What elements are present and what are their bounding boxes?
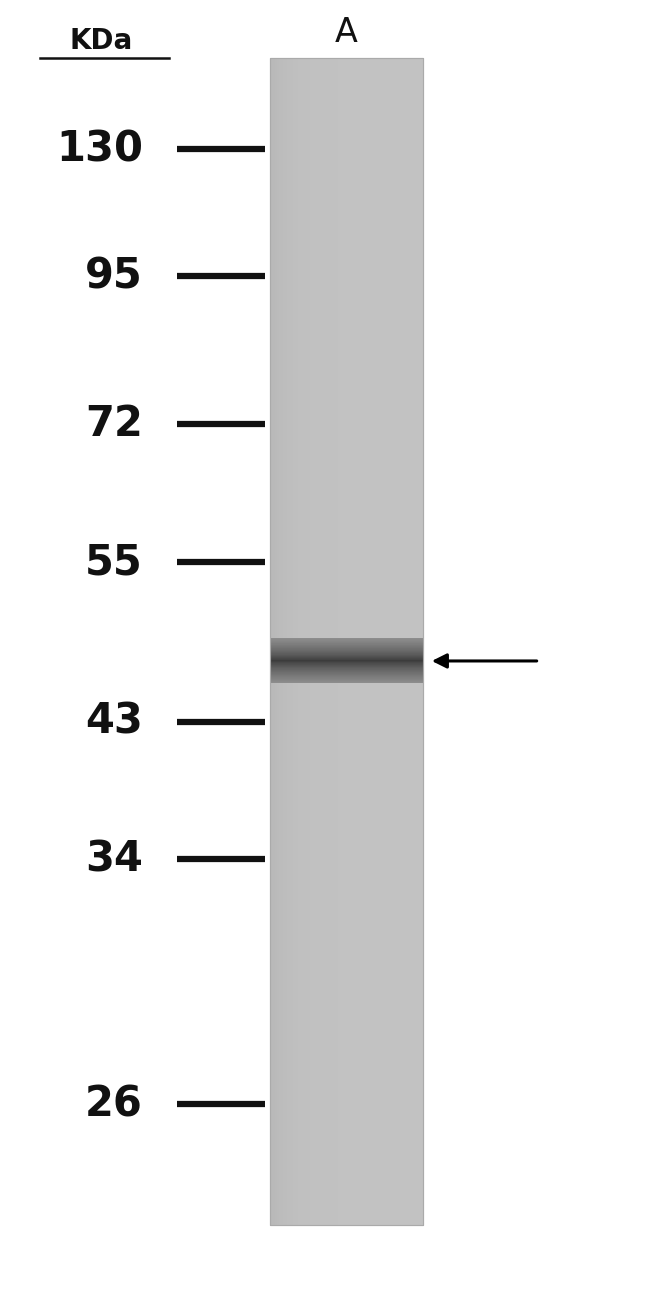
- Bar: [335, 58, 337, 1225]
- Bar: [339, 58, 341, 1225]
- Text: 34: 34: [85, 839, 143, 880]
- Bar: [417, 58, 419, 1225]
- Bar: [291, 58, 292, 1225]
- Bar: [356, 58, 358, 1225]
- Bar: [396, 58, 398, 1225]
- Bar: [419, 58, 421, 1225]
- Text: 95: 95: [85, 255, 143, 297]
- Bar: [298, 58, 300, 1225]
- Bar: [386, 58, 388, 1225]
- Bar: [346, 58, 348, 1225]
- Bar: [292, 58, 294, 1225]
- Bar: [377, 58, 378, 1225]
- Bar: [367, 58, 369, 1225]
- Bar: [382, 58, 384, 1225]
- Bar: [348, 58, 350, 1225]
- Text: 55: 55: [85, 542, 143, 583]
- Bar: [341, 58, 343, 1225]
- Bar: [344, 58, 346, 1225]
- Bar: [392, 58, 394, 1225]
- Bar: [276, 58, 278, 1225]
- Bar: [415, 58, 417, 1225]
- Bar: [378, 58, 380, 1225]
- Bar: [375, 58, 377, 1225]
- Bar: [380, 58, 382, 1225]
- Bar: [361, 58, 363, 1225]
- Bar: [294, 58, 296, 1225]
- Bar: [270, 58, 422, 1225]
- Bar: [352, 58, 354, 1225]
- Bar: [274, 58, 276, 1225]
- Bar: [343, 58, 344, 1225]
- Bar: [304, 58, 306, 1225]
- Bar: [350, 58, 352, 1225]
- Bar: [409, 58, 411, 1225]
- Bar: [333, 58, 335, 1225]
- Bar: [406, 58, 407, 1225]
- Bar: [369, 58, 371, 1225]
- Bar: [321, 58, 323, 1225]
- Bar: [388, 58, 390, 1225]
- Bar: [306, 58, 308, 1225]
- Bar: [365, 58, 367, 1225]
- Bar: [302, 58, 304, 1225]
- Text: 72: 72: [85, 403, 143, 445]
- Bar: [287, 58, 289, 1225]
- Bar: [319, 58, 321, 1225]
- Bar: [384, 58, 386, 1225]
- Bar: [312, 58, 314, 1225]
- Text: 130: 130: [56, 128, 143, 170]
- Bar: [363, 58, 365, 1225]
- Bar: [390, 58, 392, 1225]
- Bar: [317, 58, 319, 1225]
- Bar: [337, 58, 339, 1225]
- Bar: [398, 58, 400, 1225]
- Bar: [270, 58, 272, 1225]
- Bar: [413, 58, 415, 1225]
- Bar: [394, 58, 396, 1225]
- Bar: [316, 58, 317, 1225]
- Bar: [327, 58, 329, 1225]
- Bar: [400, 58, 402, 1225]
- Bar: [296, 58, 298, 1225]
- Bar: [310, 58, 312, 1225]
- Bar: [331, 58, 333, 1225]
- Bar: [278, 58, 280, 1225]
- Bar: [314, 58, 316, 1225]
- Text: A: A: [335, 16, 358, 49]
- Bar: [402, 58, 404, 1225]
- Bar: [281, 58, 283, 1225]
- Bar: [358, 58, 359, 1225]
- Bar: [354, 58, 356, 1225]
- Bar: [270, 58, 422, 1225]
- Bar: [308, 58, 310, 1225]
- Bar: [407, 58, 409, 1225]
- Bar: [272, 58, 274, 1225]
- Bar: [285, 58, 287, 1225]
- Text: KDa: KDa: [69, 27, 133, 56]
- Bar: [359, 58, 361, 1225]
- Bar: [404, 58, 406, 1225]
- Bar: [300, 58, 302, 1225]
- Bar: [373, 58, 375, 1225]
- Bar: [329, 58, 331, 1225]
- Text: 43: 43: [85, 701, 143, 743]
- Text: 26: 26: [85, 1083, 143, 1125]
- Bar: [280, 58, 281, 1225]
- Bar: [289, 58, 291, 1225]
- Bar: [421, 58, 422, 1225]
- Bar: [371, 58, 373, 1225]
- Bar: [325, 58, 327, 1225]
- Bar: [323, 58, 325, 1225]
- Bar: [411, 58, 413, 1225]
- Bar: [283, 58, 285, 1225]
